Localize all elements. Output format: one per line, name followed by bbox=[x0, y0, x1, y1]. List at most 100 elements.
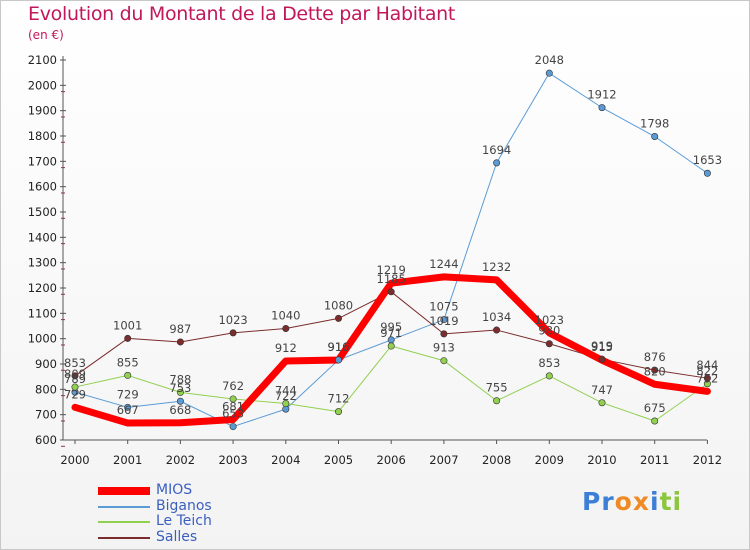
point-salles bbox=[545, 340, 553, 348]
logo-letter: i bbox=[672, 487, 683, 516]
data-label-le-teich: 744 bbox=[275, 384, 297, 398]
chart-title: Evolution du Montant de la Dette par Hab… bbox=[28, 3, 456, 25]
point-biganos bbox=[651, 133, 659, 141]
data-label-mios: 1219 bbox=[377, 263, 406, 277]
data-labels: 729 667 668 681 912 916 1219 1244 1232 1023 915 820… bbox=[64, 53, 722, 420]
axes: 600 700 800 900 1000 1100 1200 1300 1400 1500 1600… bbox=[28, 53, 722, 467]
data-label-salles: 1001 bbox=[113, 318, 142, 332]
x-tick-label: 2004 bbox=[271, 453, 300, 467]
data-label-salles: 876 bbox=[644, 350, 666, 364]
point-le-teich bbox=[387, 342, 395, 350]
data-label-salles: 1019 bbox=[429, 314, 458, 328]
data-label-biganos: 1912 bbox=[587, 88, 616, 102]
series-markers bbox=[71, 69, 711, 431]
point-salles bbox=[71, 372, 79, 380]
data-label-le-teich: 712 bbox=[328, 392, 350, 406]
data-label-mios: 916 bbox=[328, 340, 350, 354]
data-label-biganos: 1075 bbox=[429, 300, 458, 314]
data-label-le-teich: 822 bbox=[696, 364, 718, 378]
logo-letter: P bbox=[582, 487, 602, 516]
y-tick-label: 1800 bbox=[28, 129, 57, 143]
point-le-teich bbox=[71, 383, 79, 391]
y-tick-label: 1900 bbox=[28, 104, 57, 118]
data-label-le-teich: 747 bbox=[591, 383, 613, 397]
data-label-biganos: 722 bbox=[275, 389, 297, 403]
y-tick-label: 800 bbox=[35, 382, 57, 396]
data-label-mios: 820 bbox=[644, 364, 666, 378]
data-label-biganos: 916 bbox=[328, 340, 350, 354]
logo-letter: t bbox=[659, 487, 673, 516]
point-salles bbox=[334, 314, 342, 322]
point-salles bbox=[493, 326, 501, 334]
y-tick-label: 1500 bbox=[28, 205, 57, 219]
data-label-mios: 915 bbox=[591, 340, 613, 354]
data-label-mios: 792 bbox=[696, 371, 718, 385]
data-label-mios: 1244 bbox=[429, 257, 458, 271]
data-label-salles: 980 bbox=[538, 324, 560, 338]
y-tick-label: 600 bbox=[35, 433, 57, 447]
y-tick-label: 2000 bbox=[28, 78, 57, 92]
legend-swatch bbox=[98, 536, 150, 539]
point-le-teich bbox=[282, 400, 290, 408]
logo-letter: x bbox=[632, 487, 650, 516]
data-label-biganos: 1694 bbox=[482, 143, 511, 157]
data-label-le-teich: 971 bbox=[380, 326, 402, 340]
data-label-biganos: 2048 bbox=[535, 53, 564, 67]
data-label-biganos: 729 bbox=[117, 387, 139, 401]
legend-swatch bbox=[98, 505, 150, 508]
data-label-biganos: 1653 bbox=[693, 153, 722, 167]
y-tick-label: 1600 bbox=[28, 180, 57, 194]
data-label-salles: 1023 bbox=[218, 313, 247, 327]
data-label-biganos: 653 bbox=[222, 407, 244, 421]
x-tick-label: 2001 bbox=[113, 453, 142, 467]
point-salles bbox=[598, 355, 606, 363]
data-label-mios: 1232 bbox=[482, 260, 511, 274]
point-salles bbox=[440, 330, 448, 338]
legend-label: Le Teich bbox=[156, 513, 212, 529]
data-label-le-teich: 675 bbox=[644, 401, 666, 415]
point-le-teich bbox=[651, 417, 659, 425]
data-label-salles: 1034 bbox=[482, 310, 511, 324]
data-label-salles: 1040 bbox=[271, 309, 300, 323]
point-salles bbox=[124, 334, 132, 342]
data-label-le-teich: 788 bbox=[169, 372, 191, 386]
point-le-teich bbox=[493, 397, 501, 405]
data-label-mios: 667 bbox=[117, 403, 139, 417]
data-label-le-teich: 855 bbox=[117, 355, 139, 369]
x-tick-label: 2006 bbox=[377, 453, 406, 467]
x-tick-label: 2010 bbox=[587, 453, 616, 467]
data-label-mios: 681 bbox=[222, 399, 244, 413]
point-le-teich bbox=[545, 372, 553, 380]
y-tick-label: 1300 bbox=[28, 256, 57, 270]
point-salles bbox=[703, 374, 711, 382]
point-le-teich bbox=[124, 371, 132, 379]
point-le-teich bbox=[334, 408, 342, 416]
data-label-biganos: 995 bbox=[380, 320, 402, 334]
data-label-mios: 1023 bbox=[535, 313, 564, 327]
y-tick-label: 900 bbox=[35, 357, 57, 371]
point-biganos bbox=[598, 104, 606, 112]
y-tick-label: 1400 bbox=[28, 230, 57, 244]
x-tick-label: 2011 bbox=[640, 453, 669, 467]
point-biganos bbox=[229, 423, 237, 431]
data-label-biganos: 1798 bbox=[640, 117, 669, 131]
point-biganos bbox=[334, 356, 342, 364]
point-biganos bbox=[703, 169, 711, 177]
proxiti-logo[interactable]: Proxiti bbox=[582, 487, 682, 516]
x-tick-label: 2009 bbox=[535, 453, 564, 467]
data-label-mios: 729 bbox=[64, 387, 86, 401]
point-biganos bbox=[176, 397, 184, 405]
data-label-le-teich: 755 bbox=[486, 381, 508, 395]
data-label-le-teich: 809 bbox=[64, 367, 86, 381]
logo-letter: r bbox=[601, 487, 615, 516]
point-salles bbox=[229, 329, 237, 337]
x-tick-label: 2007 bbox=[429, 453, 458, 467]
x-tick-label: 2003 bbox=[218, 453, 247, 467]
data-label-salles: 844 bbox=[696, 358, 718, 372]
data-label-salles: 919 bbox=[591, 339, 613, 353]
data-label-salles: 853 bbox=[64, 356, 86, 370]
point-biganos bbox=[124, 403, 132, 411]
data-label-biganos: 789 bbox=[64, 372, 86, 386]
data-label-le-teich: 762 bbox=[222, 379, 244, 393]
chart-subtitle: (en €) bbox=[28, 28, 64, 42]
